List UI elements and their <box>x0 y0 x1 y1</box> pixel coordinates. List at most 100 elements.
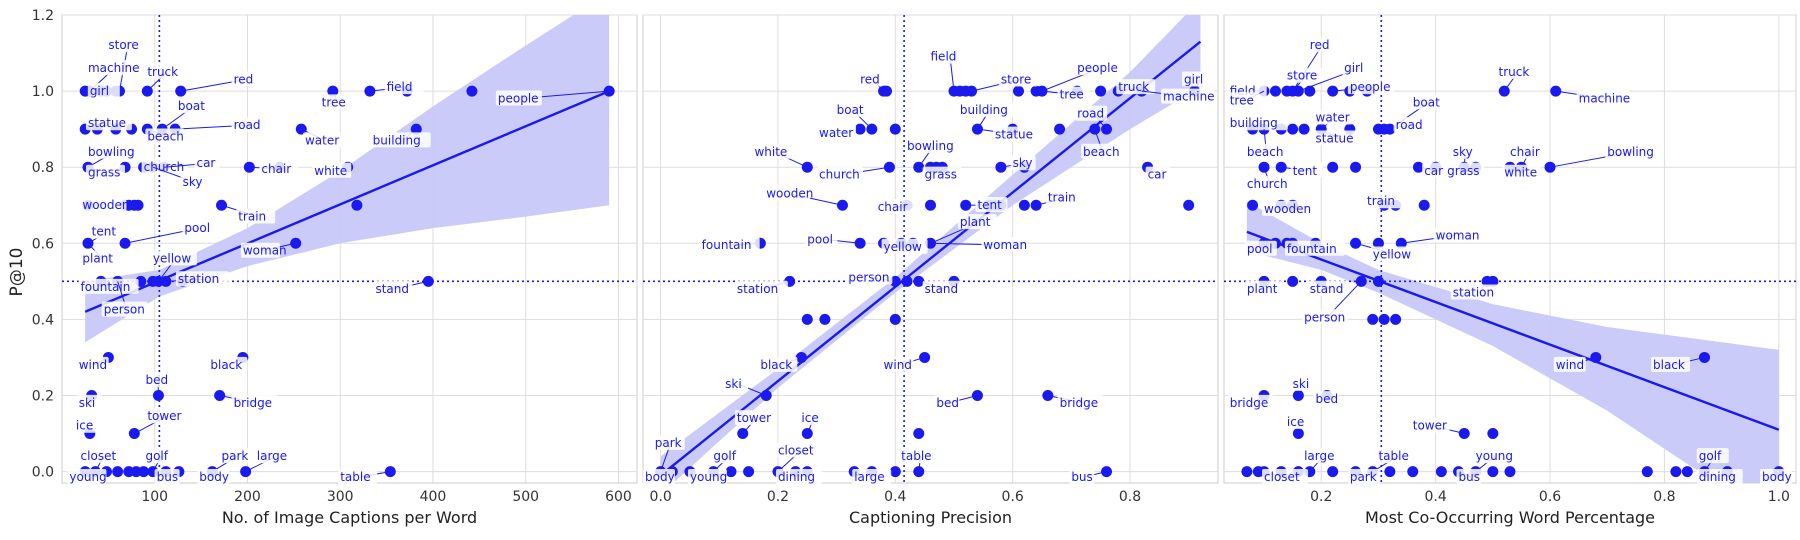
label-background <box>1422 162 1448 178</box>
data-point <box>819 313 831 325</box>
label-background <box>834 101 867 117</box>
label-background <box>775 442 822 458</box>
point-label: tower <box>147 409 181 423</box>
data-point <box>1487 275 1499 287</box>
point-label: young <box>1476 449 1513 463</box>
x-tick-label: 0.4 <box>1425 489 1447 505</box>
label-background <box>85 115 132 131</box>
point-label: ice <box>1287 415 1304 429</box>
point-label: table <box>901 449 931 463</box>
label-background <box>1502 164 1542 180</box>
data-point <box>1372 237 1384 249</box>
label-background <box>957 101 1018 117</box>
data-point <box>1013 85 1025 97</box>
label-background <box>652 434 685 450</box>
label-background <box>143 448 176 464</box>
point-label: statue <box>88 116 126 130</box>
label-background <box>1313 391 1339 407</box>
label-background <box>1145 166 1171 182</box>
point-label: machine <box>1579 92 1631 106</box>
label-background <box>758 356 798 372</box>
label-background <box>1045 189 1085 205</box>
label-background <box>1473 448 1513 464</box>
point-label: bowling <box>88 145 135 159</box>
label-background <box>1508 143 1547 159</box>
point-label: church <box>144 160 185 174</box>
label-background <box>734 410 774 426</box>
label-background <box>1161 88 1214 104</box>
data-point <box>1247 199 1259 211</box>
point-label: bus <box>1459 470 1480 484</box>
point-label: person <box>848 270 889 284</box>
label-background <box>643 469 675 484</box>
data-point <box>913 428 925 440</box>
label-background <box>1450 284 1504 300</box>
point-label: water <box>819 126 853 140</box>
point-label: beach <box>147 130 184 144</box>
label-background <box>922 166 962 182</box>
point-label: wind <box>1556 358 1584 372</box>
point-label: ice <box>76 419 93 433</box>
point-label: boat <box>1413 95 1440 109</box>
point-label: people <box>1077 61 1118 75</box>
label-background <box>1057 86 1090 102</box>
point-label: woman <box>243 244 287 258</box>
label-background <box>764 185 811 201</box>
point-label: bowling <box>1607 145 1654 159</box>
label-background <box>319 94 352 110</box>
label-background <box>373 280 413 296</box>
data-point <box>880 85 892 97</box>
point-label: person <box>104 303 145 317</box>
label-background <box>182 219 215 235</box>
data-point <box>1367 313 1379 325</box>
label-background <box>1445 162 1485 178</box>
label-background <box>1370 246 1417 262</box>
point-label: car <box>196 156 215 170</box>
label-background <box>208 356 248 372</box>
label-background <box>881 356 914 372</box>
regression-line <box>84 89 610 313</box>
data-point <box>1384 466 1396 478</box>
point-label: body <box>1762 470 1792 484</box>
label-background <box>150 250 197 266</box>
point-label: body <box>199 470 229 484</box>
label-background <box>1284 240 1345 256</box>
point-label: field <box>931 50 957 64</box>
y-axis-label: P@10 <box>7 248 27 297</box>
data-point <box>112 466 124 478</box>
data-point <box>1487 428 1499 440</box>
data-point <box>1435 466 1447 478</box>
label-background <box>1227 115 1288 131</box>
point-label: train <box>1367 194 1395 208</box>
point-label: plant <box>960 215 991 229</box>
label-background <box>143 372 169 388</box>
point-label: bus <box>157 470 178 484</box>
label-background <box>194 155 220 171</box>
label-background <box>1307 37 1333 53</box>
point-label: black <box>1653 358 1685 372</box>
data-point <box>132 199 144 211</box>
point-label: stand <box>1310 282 1344 296</box>
point-label: tent <box>92 225 117 239</box>
point-label: field <box>387 80 413 94</box>
label-background <box>1553 356 1586 372</box>
label-background <box>302 132 342 148</box>
x-tick-label: 400 <box>420 489 447 505</box>
data-point <box>1287 123 1299 135</box>
data-point <box>1327 161 1339 173</box>
point-label: red <box>1310 38 1330 52</box>
point-label: grass <box>925 168 957 182</box>
label-background <box>231 117 264 133</box>
point-label: golf <box>145 449 168 463</box>
point-label: tree <box>1230 93 1254 107</box>
x-axis-label: Most Co-Occurring Word Percentage <box>1365 508 1655 527</box>
label-background <box>734 280 788 296</box>
point-label: truck <box>1499 65 1530 79</box>
label-background <box>1116 79 1156 95</box>
data-point <box>351 199 363 211</box>
label-background <box>1244 280 1284 296</box>
point-label: ice <box>801 411 818 425</box>
point-label: person <box>1304 310 1345 324</box>
point-label: train <box>238 209 266 223</box>
